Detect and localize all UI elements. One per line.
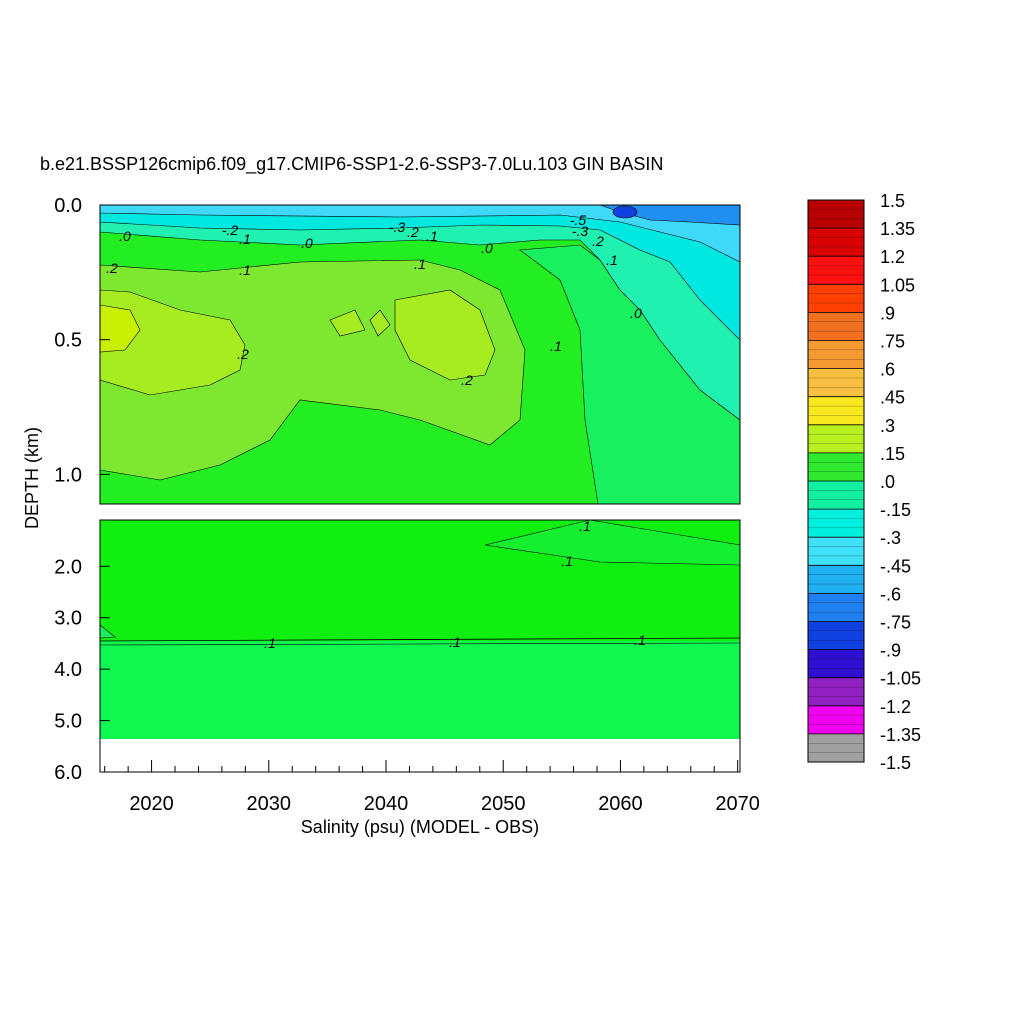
colorbar-label: -.75 — [880, 613, 911, 633]
colorbar-label: .15 — [880, 444, 905, 464]
colorbar-band — [808, 340, 864, 369]
colorbar-band — [808, 284, 864, 313]
y-tick-label: 3.0 — [54, 608, 82, 630]
colorbar-band — [808, 509, 864, 538]
field-fill — [100, 641, 740, 739]
contour-label: .0 — [119, 228, 131, 244]
contour-label: .2 — [461, 372, 473, 388]
contour-label: .1 — [561, 553, 573, 569]
colorbar-band — [808, 565, 864, 594]
contour-label: .2 — [106, 260, 118, 276]
contour-label: -.3 — [389, 219, 406, 235]
colorbar-band — [808, 368, 864, 397]
field-fill — [612, 205, 638, 219]
contour-label: .0 — [481, 240, 493, 256]
field-fill — [329, 309, 366, 337]
contour-label: .1 — [239, 262, 251, 278]
y-tick-label: 4.0 — [54, 659, 82, 681]
contour-label: -.5 — [570, 212, 587, 228]
y-tick-label: 5.0 — [54, 711, 82, 733]
colorbar-label: -.9 — [880, 641, 901, 661]
y-tick-label: 1.0 — [54, 464, 82, 486]
colorbar-label: -1.05 — [880, 669, 921, 689]
x-tick-label: 2020 — [129, 793, 174, 815]
x-tick-label: 2040 — [364, 793, 409, 815]
colorbar-band — [808, 396, 864, 425]
colorbar-label: -1.2 — [880, 697, 911, 717]
colorbar-label: -.3 — [880, 528, 901, 548]
y-tick-label: 0.5 — [54, 330, 82, 352]
colorbar-band — [808, 621, 864, 650]
colorbar-label: .9 — [880, 303, 895, 323]
panel-frame — [99, 519, 741, 773]
contour-label: -.2 — [222, 222, 239, 238]
upper-field — [99, 204, 741, 505]
contour-line — [99, 642, 741, 646]
contour-label: .1 — [449, 634, 461, 650]
y-tick-label: 6.0 — [54, 762, 82, 784]
x-axis-label: Salinity (psu) (MODEL - OBS) — [301, 817, 539, 837]
y-tick-label: 0.0 — [54, 195, 82, 217]
colorbar-frame — [807, 199, 865, 763]
contour-label: .2 — [592, 233, 604, 249]
contour-label: .0 — [301, 235, 313, 251]
colorbar-label: -.6 — [880, 584, 901, 604]
contour-label: .1 — [550, 338, 562, 354]
contour-label: .2 — [237, 346, 249, 362]
x-tick-label: 2060 — [598, 793, 643, 815]
colorbar-band — [808, 677, 864, 706]
chart-title: b.e21.BSSP126cmip6.f09_g17.CMIP6-SSP1-2.… — [40, 154, 663, 175]
colorbar-band — [808, 424, 864, 453]
y-tick-label: 2.0 — [54, 556, 82, 578]
lower-field — [99, 519, 741, 773]
colorbar-label: .45 — [880, 388, 905, 408]
colorbar-label: .6 — [880, 360, 895, 380]
x-tick-label: 2050 — [481, 793, 526, 815]
colorbar-band — [808, 593, 864, 622]
colorbar-label: -1.5 — [880, 753, 911, 773]
colorbar-band — [808, 228, 864, 257]
contour-label: -.3 — [572, 223, 589, 239]
colorbar-label: 1.2 — [880, 247, 905, 267]
x-tick-label: 2030 — [247, 793, 292, 815]
contour-label: .1 — [264, 635, 276, 651]
contour-label: .1 — [414, 256, 426, 272]
colorbar-label: 1.05 — [880, 275, 915, 295]
contour-label: .0 — [630, 305, 642, 321]
colorbar-label: -1.35 — [880, 725, 921, 745]
contour-label: .1 — [634, 632, 646, 648]
field-fill — [394, 289, 496, 381]
colorbar-label: 1.5 — [880, 191, 905, 211]
field-fill — [369, 309, 391, 337]
contour-label: .1 — [426, 228, 438, 244]
colorbar-band — [808, 481, 864, 510]
x-tick-label: 2070 — [715, 793, 760, 815]
colorbar-band — [808, 200, 864, 229]
colorbar-label: .3 — [880, 416, 895, 436]
contour-label: .1 — [579, 518, 591, 534]
colorbar-band — [808, 256, 864, 285]
colorbar-band — [808, 537, 864, 566]
colorbar-label: -.15 — [880, 500, 911, 520]
colorbar-band — [808, 452, 864, 481]
contour-line — [99, 637, 741, 642]
colorbar-band — [808, 705, 864, 734]
y-axis-label: DEPTH (km) — [22, 427, 42, 529]
colorbar-label: 1.35 — [880, 219, 915, 239]
contour-label: .1 — [606, 252, 618, 268]
contour-label: .2 — [407, 224, 419, 240]
colorbar-band — [808, 312, 864, 341]
colorbar-label: -.45 — [880, 556, 911, 576]
colorbar-label: .75 — [880, 332, 905, 352]
contour-label: .1 — [239, 231, 251, 247]
panel-frame — [99, 204, 741, 505]
colorbar-band — [808, 733, 864, 762]
colorbar-label: .0 — [880, 472, 895, 492]
field-fill — [99, 289, 246, 396]
colorbar-band — [808, 649, 864, 678]
